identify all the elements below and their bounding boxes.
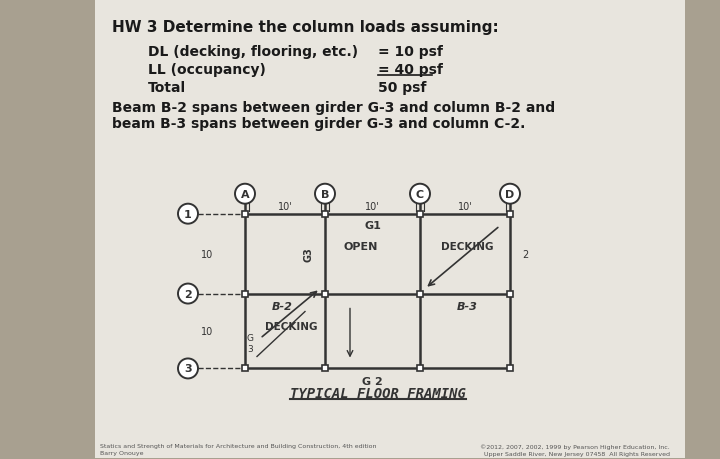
Text: 10: 10 bbox=[201, 326, 213, 336]
Bar bbox=[322, 291, 328, 297]
Text: beam B-3 spans between girder G-3 and column C-2.: beam B-3 spans between girder G-3 and co… bbox=[112, 117, 526, 130]
Circle shape bbox=[178, 204, 198, 224]
Text: TYPICAL FLOOR FRAMING: TYPICAL FLOOR FRAMING bbox=[289, 386, 465, 401]
Text: 50 psf: 50 psf bbox=[378, 81, 426, 95]
Bar bbox=[507, 211, 513, 217]
Bar bbox=[417, 211, 423, 217]
Text: = 10 psf: = 10 psf bbox=[378, 45, 443, 59]
Text: 2: 2 bbox=[184, 289, 192, 299]
Text: A: A bbox=[240, 189, 249, 199]
FancyBboxPatch shape bbox=[95, 0, 685, 458]
Circle shape bbox=[315, 185, 335, 204]
Bar bbox=[417, 366, 423, 372]
Text: 10': 10' bbox=[458, 201, 472, 211]
Bar bbox=[322, 366, 328, 372]
Bar bbox=[242, 291, 248, 297]
Text: G
3: G 3 bbox=[246, 334, 253, 353]
Text: DL (decking, flooring, etc.): DL (decking, flooring, etc.) bbox=[148, 45, 363, 59]
Text: HW 3 Determine the column loads assuming:: HW 3 Determine the column loads assuming… bbox=[112, 20, 499, 35]
Text: DECKING: DECKING bbox=[441, 241, 493, 251]
Circle shape bbox=[178, 358, 198, 379]
Text: Beam B-2 spans between girder G-3 and column B-2 and: Beam B-2 spans between girder G-3 and co… bbox=[112, 101, 555, 115]
Text: G1: G1 bbox=[364, 220, 381, 230]
Text: 3: 3 bbox=[184, 364, 192, 374]
Bar bbox=[507, 291, 513, 297]
Text: B-3: B-3 bbox=[456, 301, 477, 311]
Text: Statics and Strength of Materials for Architecture and Building Construction, 4t: Statics and Strength of Materials for Ar… bbox=[100, 443, 377, 455]
Bar bbox=[242, 211, 248, 217]
Circle shape bbox=[500, 185, 520, 204]
Text: Total: Total bbox=[148, 81, 186, 95]
Text: DECKING: DECKING bbox=[265, 321, 318, 331]
Text: G 2: G 2 bbox=[362, 376, 383, 386]
Text: ©2012, 2007, 2002, 1999 by Pearson Higher Education, Inc.
Upper Saddle River, Ne: ©2012, 2007, 2002, 1999 by Pearson Highe… bbox=[480, 443, 670, 456]
Text: 1: 1 bbox=[184, 209, 192, 219]
Bar bbox=[507, 366, 513, 372]
Bar bbox=[242, 366, 248, 372]
Text: D: D bbox=[505, 189, 515, 199]
Text: 10': 10' bbox=[365, 201, 380, 211]
Text: C: C bbox=[416, 189, 424, 199]
Text: 10': 10' bbox=[278, 201, 292, 211]
Circle shape bbox=[410, 185, 430, 204]
Text: B: B bbox=[321, 189, 329, 199]
Bar bbox=[417, 291, 423, 297]
Text: G3: G3 bbox=[304, 246, 314, 262]
Text: B-2: B-2 bbox=[271, 301, 292, 311]
Circle shape bbox=[235, 185, 255, 204]
Text: LL (occupancy): LL (occupancy) bbox=[148, 63, 266, 77]
Text: 10: 10 bbox=[201, 249, 213, 259]
Text: = 40 psf: = 40 psf bbox=[378, 63, 443, 77]
Text: 2: 2 bbox=[522, 249, 528, 259]
Text: OPEN: OPEN bbox=[343, 241, 378, 251]
Circle shape bbox=[178, 284, 198, 304]
Bar bbox=[322, 211, 328, 217]
